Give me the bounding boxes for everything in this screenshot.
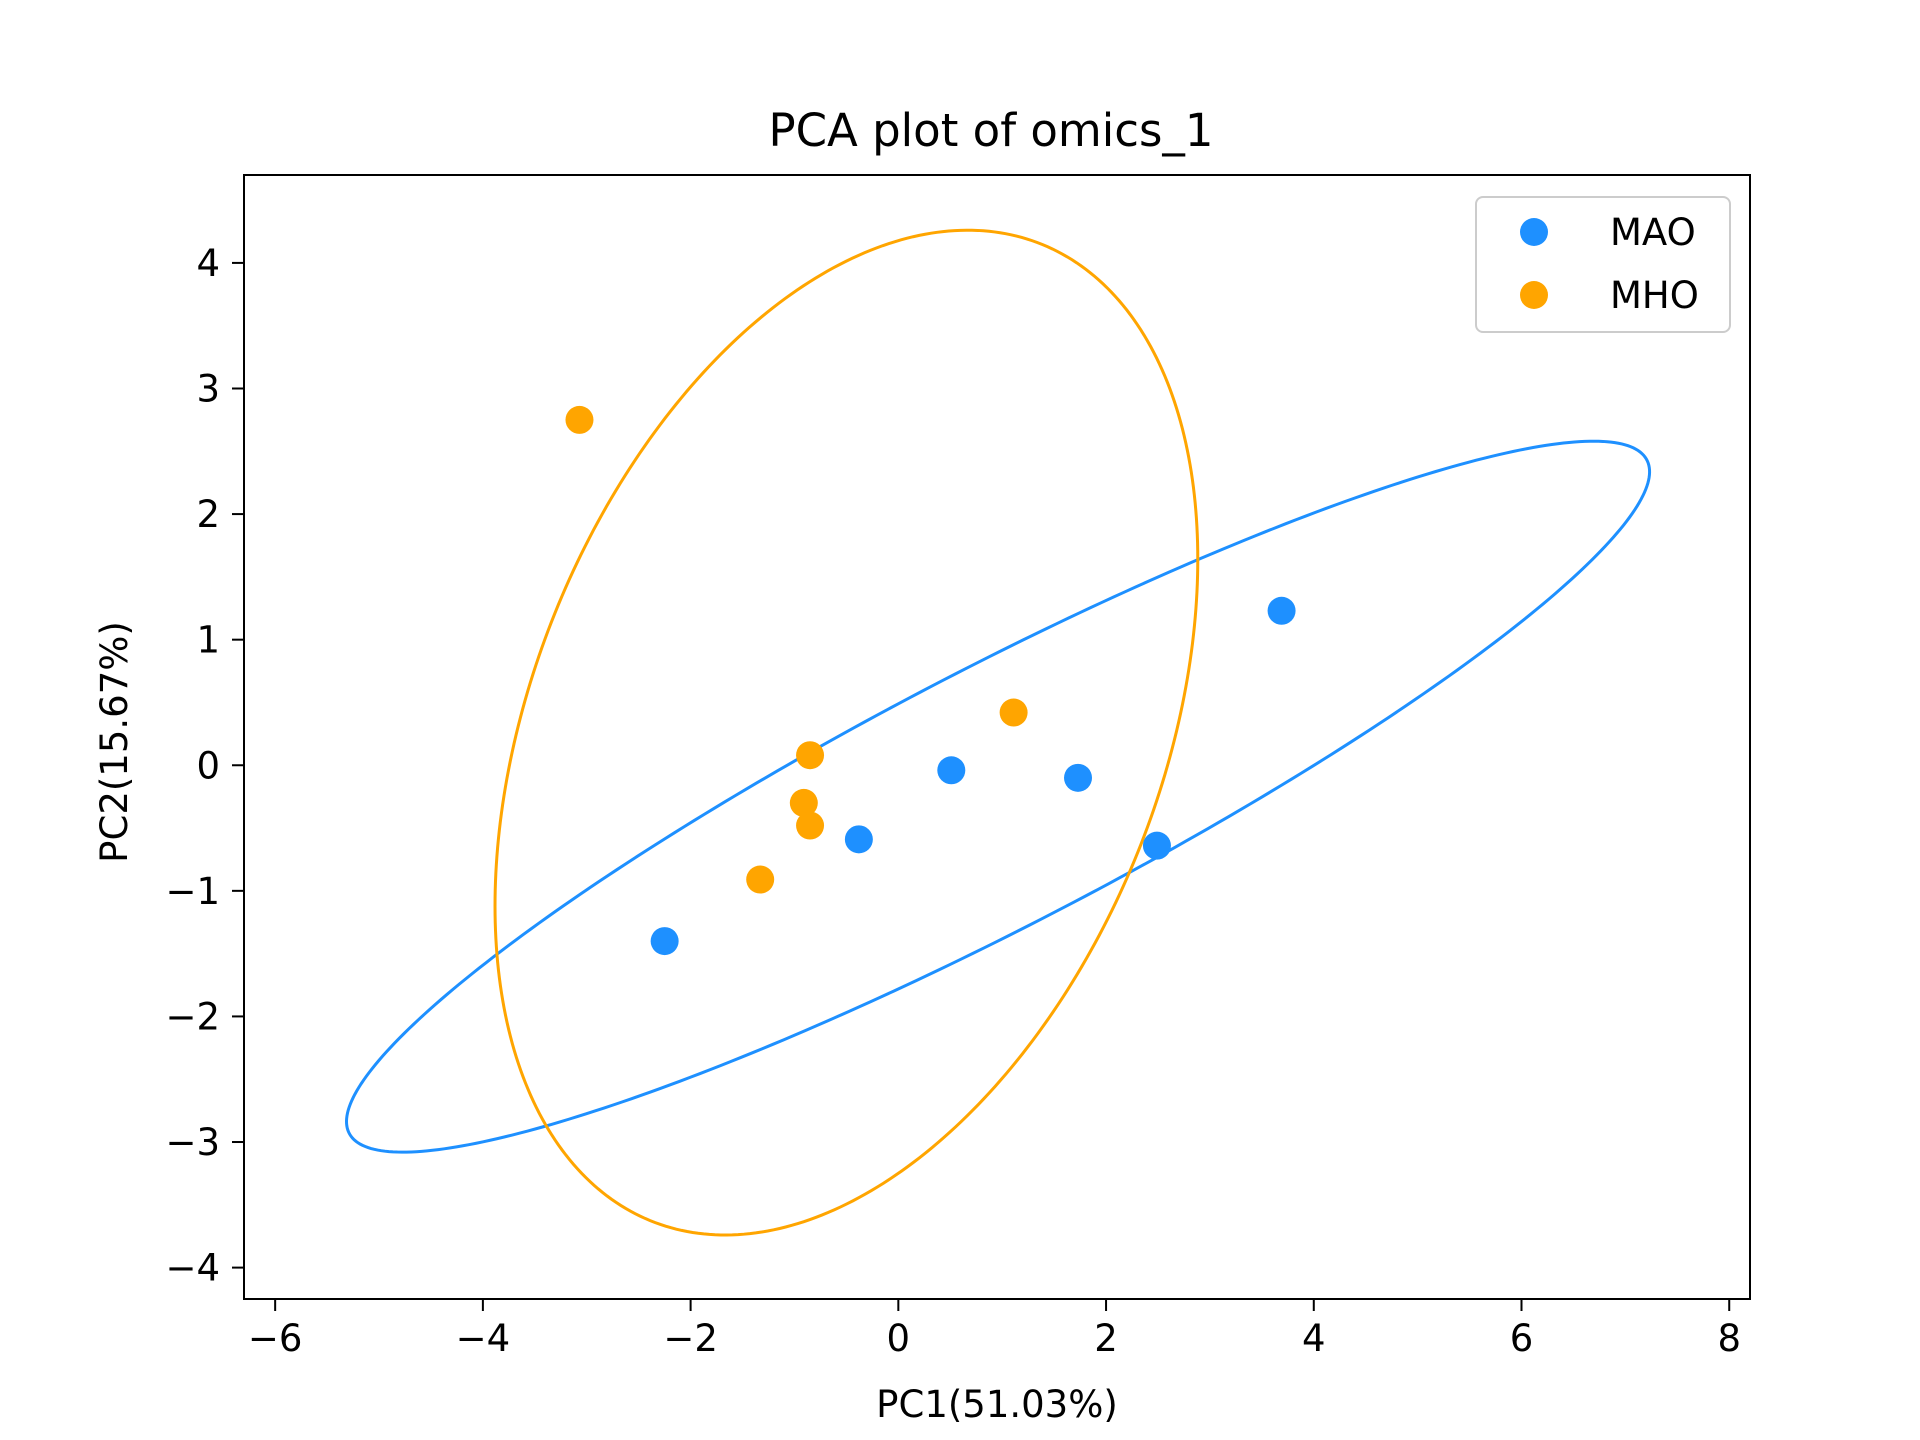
- point-mho: [565, 405, 594, 434]
- point-mao: [1064, 763, 1093, 792]
- x-tick-label: 4: [1302, 1317, 1326, 1360]
- point-mao: [937, 756, 966, 785]
- point-mao: [844, 825, 873, 854]
- y-tick-label: −3: [165, 1121, 220, 1164]
- x-tick-label: 0: [887, 1317, 911, 1360]
- x-tick-label: −2: [663, 1317, 718, 1360]
- plot-area: [243, 174, 1751, 1300]
- legend-marker-mao: [1520, 218, 1548, 246]
- confidence-ellipses: [344, 228, 1652, 1237]
- y-tick-label: 0: [196, 744, 220, 787]
- y-axis: −4 −3 −2 −1 0 1 2 3 4: [165, 242, 244, 1290]
- y-tick-label: 4: [196, 242, 220, 285]
- y-tick-label: −1: [165, 870, 220, 913]
- x-tick-label: −6: [248, 1317, 303, 1360]
- x-axis-label: PC1(51.03%): [876, 1383, 1118, 1426]
- point-mao: [650, 927, 679, 956]
- legend-marker-mho: [1520, 281, 1548, 309]
- y-tick-label: 1: [196, 619, 220, 662]
- y-axis-label: PC2(15.67%): [93, 621, 136, 863]
- y-tick-label: −4: [165, 1247, 220, 1290]
- point-mao: [1267, 596, 1296, 625]
- y-tick-label: 2: [196, 493, 220, 536]
- point-mho: [796, 741, 825, 770]
- legend-label-mho: MHO: [1610, 274, 1699, 317]
- x-tick-label: −4: [456, 1317, 511, 1360]
- point-mho: [796, 811, 825, 840]
- x-tick-label: 6: [1510, 1317, 1534, 1360]
- x-axis: −6 −4 −2 0 2 4 6 8: [248, 1299, 1741, 1360]
- ellipse-mao: [344, 439, 1652, 1154]
- y-tick-label: −2: [165, 995, 220, 1038]
- chart-title: PCA plot of omics_1: [768, 104, 1213, 157]
- scatter-points: [565, 405, 1296, 956]
- legend: MAO MHO: [1475, 196, 1731, 333]
- point-mao: [1142, 831, 1171, 860]
- point-mho: [999, 698, 1028, 727]
- plot-frame: [243, 174, 1751, 1300]
- point-mho: [789, 788, 818, 817]
- y-tick-label: 3: [196, 367, 220, 410]
- point-mho: [746, 865, 775, 894]
- legend-label-mao: MAO: [1610, 211, 1696, 254]
- x-tick-label: 2: [1094, 1317, 1118, 1360]
- x-tick-label: 8: [1717, 1317, 1741, 1360]
- ellipse-mho: [493, 228, 1200, 1237]
